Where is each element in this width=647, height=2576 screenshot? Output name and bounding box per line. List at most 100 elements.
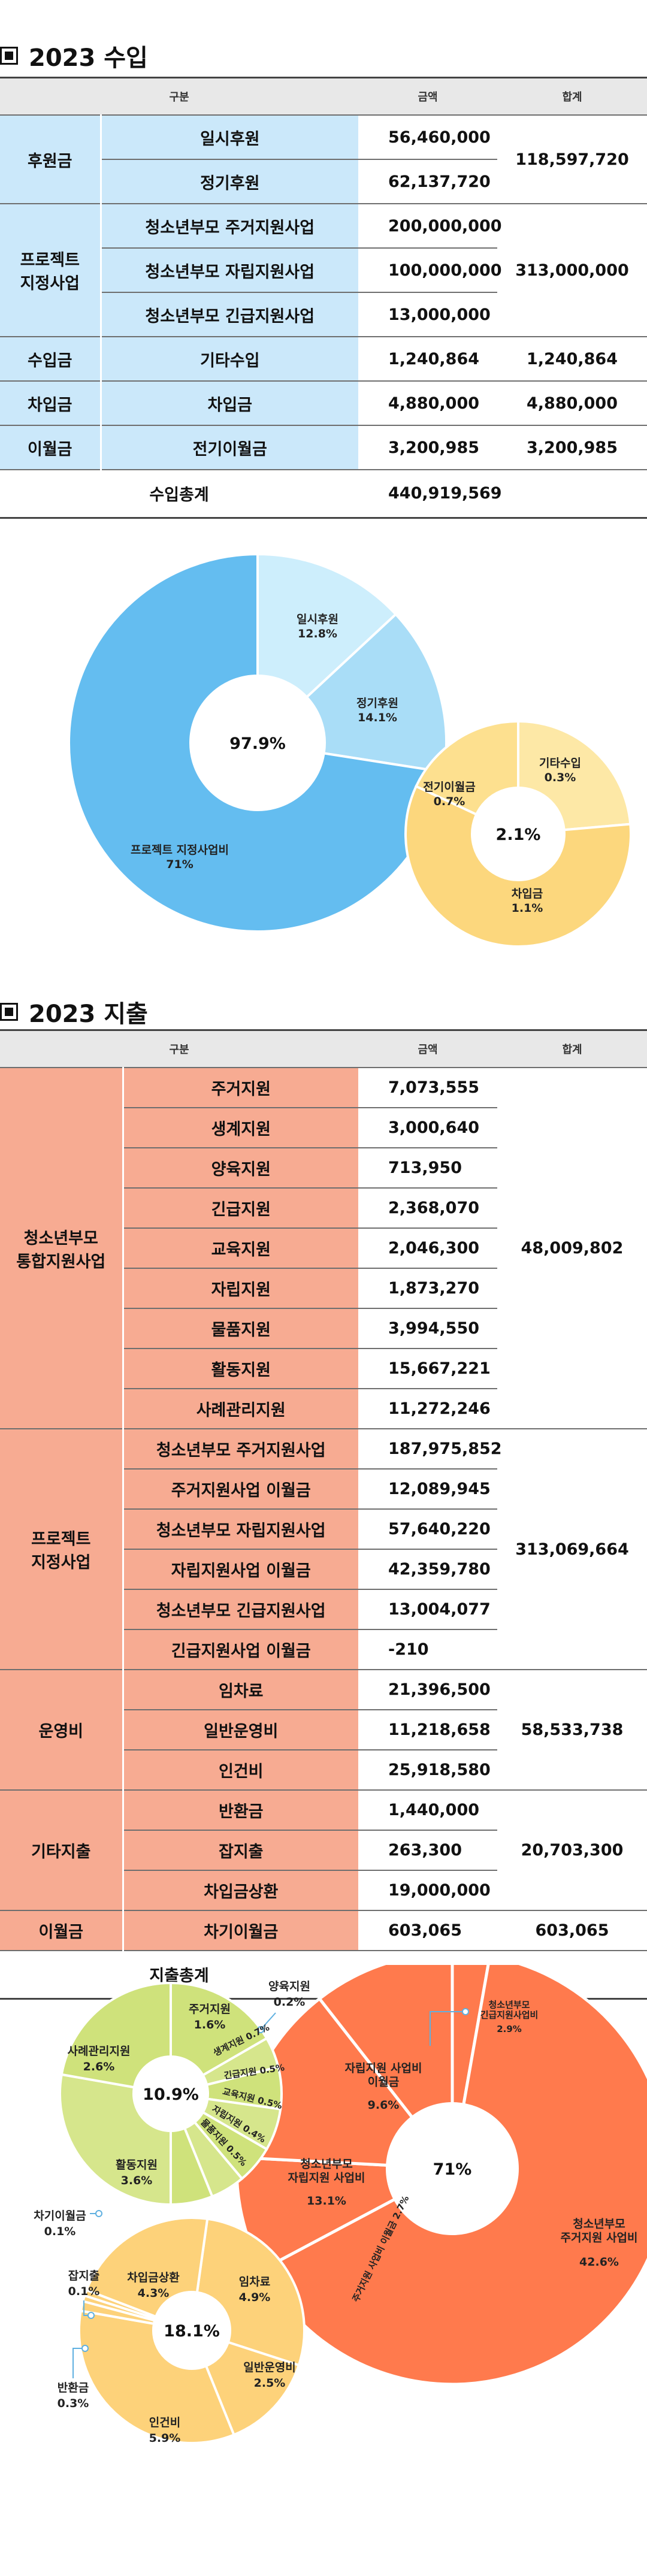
slice-프로젝트-지정사업비 <box>68 552 446 933</box>
amount-cell: 4,880,000 <box>358 381 497 426</box>
item-cell: 정기후원 <box>101 159 358 204</box>
slice-label: 프로젝트 지정사업비 <box>131 843 229 857</box>
callout-dot <box>81 2345 89 2352</box>
slice-label: 인건비 <box>149 2416 180 2429</box>
income-total-row: 수입총계 440,919,569 <box>0 470 647 519</box>
table-row: 교육지원 2,046,300 <box>0 1228 647 1269</box>
amount-cell: 1,440,000 <box>358 1790 497 1831</box>
slice-value: 4.9% <box>239 2291 271 2304</box>
table-row: 긴급지원 2,368,070 <box>0 1188 647 1229</box>
item-cell: 양육지원 <box>123 1148 358 1189</box>
amount-cell: 13,000,000 <box>358 292 497 337</box>
header-category: 구분 <box>0 1029 358 1068</box>
slice-value: 0.1% <box>68 2285 100 2298</box>
item-cell: 청소년부모 긴급지원사업 <box>123 1589 358 1630</box>
donut-white-ring-2 <box>397 2114 507 2224</box>
slice-value: 0.3% <box>545 771 576 784</box>
slice-label: 잡지출 <box>68 2269 99 2282</box>
total-cell: 118,597,720 <box>497 115 647 204</box>
table-row: 이월금 차기이월금 603,065 603,065 <box>0 1910 647 1951</box>
item-cell: 청소년부모 긴급지원사업 <box>101 292 358 337</box>
income-title: 2023 수입 <box>29 44 148 72</box>
table-row: 후원금 일시후원 56,460,000 118,597,720 <box>0 115 647 204</box>
amount-cell: 62,137,720 <box>358 159 497 204</box>
amount-cell: 7,073,555 <box>358 1068 497 1108</box>
slice-value: 4.3% <box>138 2287 170 2300</box>
income-table: 구분 금액 합계 후원금 일시후원 56,460,000 118,597,720… <box>0 77 647 519</box>
expense-table-header: 구분 금액 합계 <box>0 1029 647 1068</box>
table-row: 사례관리지원 11,272,246 <box>0 1389 647 1429</box>
slice-value: 1.6% <box>194 2018 226 2031</box>
slice-value: 0.3% <box>58 2397 89 2410</box>
item-cell: 청소년부모 자립지원사업 <box>123 1509 358 1550</box>
amount-cell: -210 <box>358 1629 497 1670</box>
slice-label: 일반운영비 <box>243 2361 295 2374</box>
amount-cell: 1,873,270 <box>358 1268 497 1309</box>
item-cell: 자립지원 <box>123 1268 358 1309</box>
item-cell: 임차료 <box>123 1670 358 1710</box>
callout-line <box>260 2012 276 2030</box>
slice-value: 0.1% <box>44 2225 76 2238</box>
item-cell: 주거지원사업 이월금 <box>123 1469 358 1510</box>
item-cell: 물품지원 <box>123 1308 358 1349</box>
item-cell: 긴급지원사업 이월금 <box>123 1629 358 1670</box>
table-row: 청소년부모 긴급지원사업 13,004,077 <box>0 1589 647 1630</box>
slice-label: 양육지원 <box>268 1980 310 1993</box>
donut-hole <box>153 2292 230 2369</box>
table-row: 운영비 임차료 21,396,500 58,533,738 <box>0 1670 647 1791</box>
category-cell: 이월금 <box>0 425 102 470</box>
donut-inner-white <box>394 2111 510 2227</box>
table-row: 프로젝트 지정사업 청소년부모 주거지원사업 187,975,852 313,069,… <box>0 1429 647 1670</box>
donut-center-label: 71% <box>433 2160 472 2179</box>
category-cell: 기타지출 <box>0 1790 124 1911</box>
table-row: 자립지원사업 이월금 42,359,780 <box>0 1549 647 1590</box>
donut-gap-2 <box>390 2106 515 2231</box>
amount-cell: 56,460,000 <box>358 115 497 160</box>
slice-value: 0.2% <box>274 1996 306 2009</box>
item-cell: 청소년부모 자립지원사업 <box>101 248 358 293</box>
table-row: 주거지원사업 이월금 12,089,945 <box>0 1469 647 1510</box>
callout-line <box>430 2011 462 2046</box>
donut-center-label: 97.9% <box>229 734 286 753</box>
slice-label: 차입금 <box>512 887 543 900</box>
donut-outline <box>471 787 566 881</box>
table-row: 청소년부모 자립지원사업 57,640,220 <box>0 1509 647 1550</box>
table-row: 물품지원 3,994,550 <box>0 1308 647 1349</box>
slice-value: 2.6% <box>83 2060 115 2073</box>
amount-cell: 11,218,658 <box>358 1710 497 1750</box>
category-cell: 청소년부모 통합지원사업 <box>0 1068 124 1429</box>
item-cell: 차입금상환 <box>123 1870 358 1911</box>
total-cell: 4,880,000 <box>497 381 647 426</box>
table-row: 기타지출 반환금 1,440,000 20,703,300 <box>0 1790 647 1911</box>
header-total: 합계 <box>497 1029 647 1068</box>
header-category: 구분 <box>0 77 358 116</box>
total-cell: 313,069,664 <box>497 1429 647 1670</box>
table-row: 자립지원 1,873,270 <box>0 1268 647 1309</box>
amount-cell: 25,918,580 <box>358 1750 497 1791</box>
amount-cell: 713,950 <box>358 1148 497 1189</box>
slice-value: 1.1% <box>512 902 543 915</box>
donut-hole <box>134 2057 208 2131</box>
table-row: 수입금 기타수입 1,240,864 1,240,864 <box>0 337 647 382</box>
category-cell: 프로젝트 지정사업 <box>0 1429 124 1670</box>
slice-value: 0.7% <box>434 795 465 808</box>
item-cell: 교육지원 <box>123 1228 358 1269</box>
donut-hole <box>191 676 325 810</box>
slice-label: 반환금 <box>58 2381 89 2394</box>
amount-cell: 2,046,300 <box>358 1228 497 1269</box>
total-cell: 3,200,985 <box>497 425 647 470</box>
table-row: 차입금상환 19,000,000 <box>0 1870 647 1911</box>
header-amount: 금액 <box>358 77 497 116</box>
slice-value: 2.9% <box>497 2024 522 2034</box>
total-label: 수입총계 <box>0 470 358 519</box>
expense-title: 2023 지출 <box>29 1000 148 1028</box>
category-cell: 운영비 <box>0 1670 124 1791</box>
table-row: 차입금 차입금 4,880,000 4,880,000 <box>0 381 647 426</box>
amount-cell: 42,359,780 <box>358 1549 497 1590</box>
amount-cell: 1,240,864 <box>358 337 497 382</box>
slice-label: 기타수입 <box>539 757 581 770</box>
callout-line <box>72 2348 83 2378</box>
donut-center-label: 10.9% <box>143 2085 199 2104</box>
item-cell: 주거지원 <box>123 1068 358 1108</box>
